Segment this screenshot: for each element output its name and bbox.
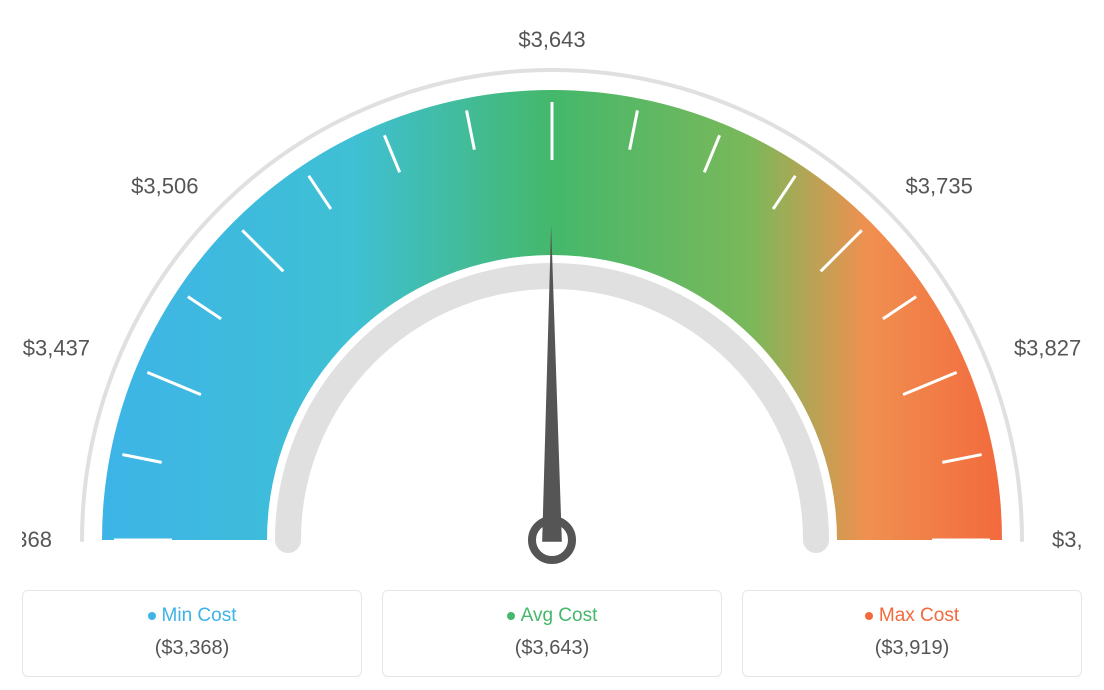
- svg-text:$3,368: $3,368: [22, 527, 52, 552]
- dot-icon: [507, 612, 515, 620]
- legend-label-text: Min Cost: [162, 605, 237, 627]
- svg-text:$3,437: $3,437: [23, 336, 90, 361]
- legend-label-min: Min Cost: [148, 605, 237, 627]
- gauge-chart: $3,368 $3,437 $3,506 $3,643 $3,735 $3,827 $3,9…: [20, 20, 1084, 677]
- legend-value-avg: ($3,643): [515, 637, 590, 660]
- gauge-svg-wrap: $3,368 $3,437 $3,506 $3,643 $3,735 $3,827 $3,9…: [22, 20, 1082, 580]
- svg-text:$3,827: $3,827: [1014, 336, 1081, 361]
- gauge-svg: $3,368 $3,437 $3,506 $3,643 $3,735 $3,827 $3,9…: [22, 20, 1082, 580]
- svg-text:$3,735: $3,735: [906, 173, 973, 198]
- svg-text:$3,506: $3,506: [131, 173, 198, 198]
- dot-icon: [148, 612, 156, 620]
- dot-icon: [865, 612, 873, 620]
- legend-label-text: Max Cost: [879, 605, 959, 627]
- legend-row: Min Cost ($3,368) Avg Cost ($3,643) Max …: [22, 590, 1082, 677]
- legend-card-avg: Avg Cost ($3,643): [382, 590, 722, 677]
- legend-value-min: ($3,368): [155, 637, 230, 660]
- legend-label-avg: Avg Cost: [507, 605, 598, 627]
- legend-label-max: Max Cost: [865, 605, 959, 627]
- legend-card-max: Max Cost ($3,919): [742, 590, 1082, 677]
- svg-text:$3,643: $3,643: [518, 27, 585, 52]
- legend-card-min: Min Cost ($3,368): [22, 590, 362, 677]
- legend-value-max: ($3,919): [875, 637, 950, 660]
- legend-label-text: Avg Cost: [521, 605, 598, 627]
- svg-text:$3,919: $3,919: [1052, 527, 1082, 552]
